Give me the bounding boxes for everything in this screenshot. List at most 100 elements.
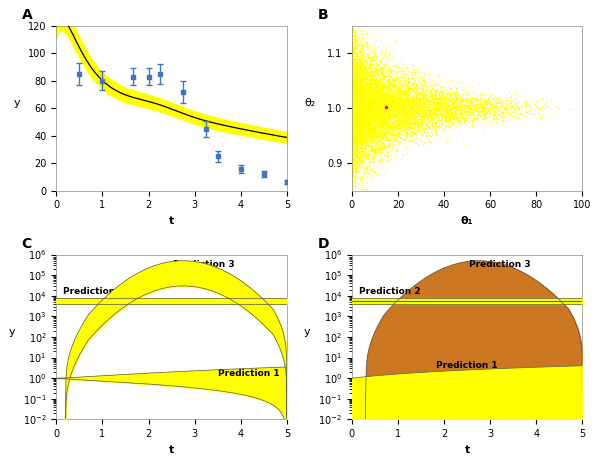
Point	[361, 128, 370, 136]
Point	[352, 118, 362, 125]
Point	[348, 135, 358, 143]
Point	[440, 120, 450, 127]
Point	[353, 94, 363, 101]
Point	[385, 129, 394, 136]
Point	[349, 139, 358, 146]
Point	[418, 101, 428, 109]
Point	[347, 107, 357, 115]
Point	[365, 109, 375, 116]
Point	[350, 48, 359, 56]
Point	[363, 56, 373, 64]
Point	[388, 95, 398, 103]
Point	[361, 73, 371, 81]
Point	[398, 115, 408, 122]
Point	[351, 150, 361, 157]
Point	[386, 92, 395, 99]
Point	[348, 65, 358, 72]
Point	[403, 78, 412, 85]
Point	[372, 131, 382, 138]
Point	[347, 103, 357, 111]
Point	[356, 71, 366, 78]
Point	[394, 112, 403, 119]
Point	[362, 97, 372, 105]
Point	[361, 75, 371, 82]
Point	[455, 101, 465, 108]
Point	[371, 91, 380, 99]
Point	[390, 92, 400, 100]
Point	[382, 113, 392, 120]
Point	[349, 103, 359, 110]
Point	[352, 99, 361, 106]
Point	[350, 64, 359, 71]
Point	[411, 107, 421, 114]
Point	[407, 119, 416, 126]
Point	[371, 122, 380, 130]
Point	[379, 83, 388, 91]
Point	[453, 111, 463, 119]
Point	[347, 66, 357, 74]
Point	[351, 175, 361, 182]
Point	[449, 113, 459, 120]
Point	[348, 81, 358, 89]
Point	[401, 81, 411, 88]
Point	[363, 96, 373, 103]
Point	[359, 87, 369, 94]
Point	[349, 164, 358, 171]
Point	[349, 119, 358, 126]
Point	[356, 66, 365, 74]
Point	[397, 121, 407, 129]
Point	[356, 116, 365, 124]
Point	[373, 129, 382, 137]
Point	[412, 99, 422, 106]
Point	[353, 129, 362, 137]
Point	[362, 89, 372, 96]
Point	[402, 84, 412, 92]
Point	[440, 109, 450, 116]
Point	[379, 103, 389, 110]
Point	[398, 82, 408, 90]
Point	[397, 106, 406, 114]
Point	[353, 66, 362, 74]
Point	[407, 117, 416, 124]
Point	[384, 92, 394, 100]
Point	[358, 87, 368, 94]
Point	[373, 163, 383, 171]
Point	[350, 145, 359, 152]
Point	[418, 100, 428, 108]
Point	[382, 120, 391, 127]
Point	[385, 134, 394, 141]
Point	[361, 106, 371, 114]
Point	[374, 71, 384, 78]
Point	[350, 118, 360, 125]
Point	[347, 89, 357, 96]
Point	[358, 88, 367, 96]
Point	[347, 125, 357, 132]
Point	[362, 43, 371, 50]
Point	[482, 104, 491, 112]
Point	[367, 98, 377, 106]
Point	[355, 100, 364, 108]
Point	[350, 83, 359, 91]
Point	[349, 138, 358, 145]
Point	[349, 111, 358, 119]
Point	[400, 96, 410, 104]
Point	[349, 60, 359, 68]
Point	[351, 128, 361, 136]
Point	[349, 120, 359, 127]
Point	[402, 95, 412, 102]
Point	[430, 94, 440, 102]
Point	[350, 53, 359, 61]
Point	[356, 108, 365, 115]
Point	[386, 120, 395, 128]
Point	[356, 109, 365, 117]
Point	[352, 94, 362, 102]
Point	[500, 110, 509, 117]
Point	[401, 88, 411, 95]
Point	[406, 75, 415, 82]
Point	[440, 140, 450, 148]
Point	[350, 93, 360, 100]
Point	[376, 85, 385, 93]
Point	[409, 104, 418, 112]
Point	[370, 85, 379, 93]
Point	[389, 106, 398, 114]
